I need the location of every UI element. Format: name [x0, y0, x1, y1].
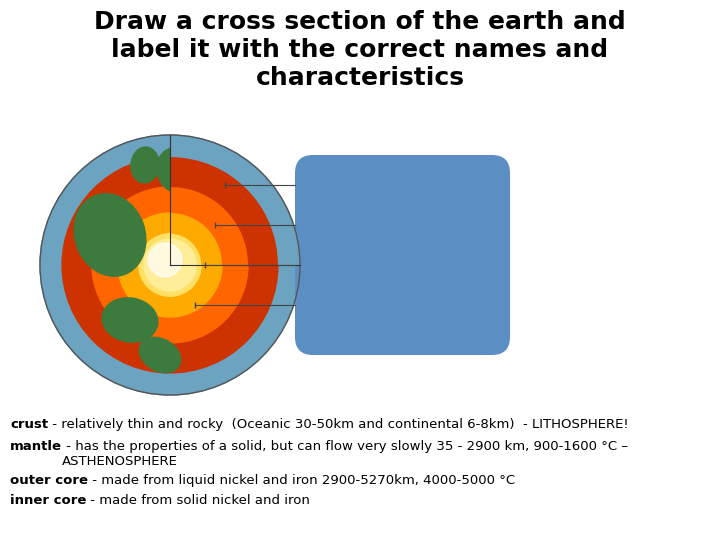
Wedge shape [170, 157, 278, 265]
Circle shape [40, 135, 300, 395]
Wedge shape [170, 187, 248, 265]
Wedge shape [170, 234, 201, 265]
Text: - relatively thin and rocky  (Oceanic 30-50km and continental 6-8km)  - LITHOSPH: - relatively thin and rocky (Oceanic 30-… [48, 418, 629, 431]
Text: outer core: outer core [10, 474, 88, 487]
Wedge shape [170, 213, 222, 265]
Ellipse shape [157, 148, 193, 192]
Circle shape [92, 187, 248, 343]
Circle shape [139, 234, 201, 296]
Circle shape [118, 213, 222, 317]
Text: mantle: mantle [10, 440, 62, 453]
Ellipse shape [102, 298, 158, 342]
FancyBboxPatch shape [295, 155, 510, 355]
Text: Draw a cross section of the earth and
label it with the correct names and
charac: Draw a cross section of the earth and la… [94, 10, 626, 90]
Wedge shape [170, 135, 300, 265]
Text: - made from liquid nickel and iron 2900-5270km, 4000-5000 °C: - made from liquid nickel and iron 2900-… [88, 474, 515, 487]
Text: - has the properties of a solid, but can flow very slowly 35 - 2900 km, 900-1600: - has the properties of a solid, but can… [62, 440, 628, 468]
Circle shape [62, 157, 278, 373]
Circle shape [144, 239, 196, 291]
Ellipse shape [74, 194, 146, 276]
Circle shape [148, 243, 182, 277]
Text: - made from solid nickel and iron: - made from solid nickel and iron [86, 494, 310, 507]
Text: crust: crust [10, 418, 48, 431]
Ellipse shape [131, 147, 159, 183]
Ellipse shape [140, 338, 181, 373]
Text: inner core: inner core [10, 494, 86, 507]
